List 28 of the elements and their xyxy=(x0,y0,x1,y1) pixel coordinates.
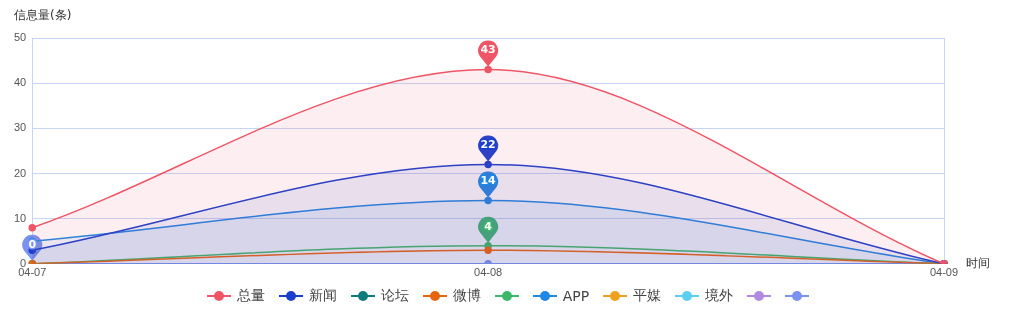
point xyxy=(484,196,492,205)
legend-label: 论坛 xyxy=(380,287,409,305)
data-label: 0 xyxy=(28,237,37,251)
y-tick-label: 40 xyxy=(13,76,27,89)
y-axis-title: 信息量(条) xyxy=(14,8,72,23)
y-tick-label: 10 xyxy=(13,211,27,224)
y-tick-label: 0 xyxy=(20,256,27,269)
legend-label: 平媒 xyxy=(633,287,662,305)
x-tick-label: 04-09 xyxy=(929,266,959,279)
y-tick-label: 50 xyxy=(13,31,27,44)
legend-label: 境外 xyxy=(705,287,734,305)
x-tick-label: 04-08 xyxy=(474,266,503,279)
data-label: 4 xyxy=(484,219,493,233)
legend-label: APP xyxy=(562,288,590,304)
point xyxy=(484,160,492,169)
x-tick-label: 04-07 xyxy=(18,266,47,279)
y-tick-label: 30 xyxy=(13,121,27,134)
y-tick-label: 20 xyxy=(13,166,27,179)
data-label: 14 xyxy=(480,174,497,188)
data-label: 43 xyxy=(480,43,496,57)
data-label: 22 xyxy=(480,138,496,152)
x-axis-title: 时间 xyxy=(966,255,990,270)
legend-label: 总量 xyxy=(236,287,265,305)
legend-label: 微博 xyxy=(452,287,481,305)
point xyxy=(28,223,36,232)
point xyxy=(484,65,492,74)
legend-label: 新闻 xyxy=(308,287,337,305)
point xyxy=(484,246,492,254)
